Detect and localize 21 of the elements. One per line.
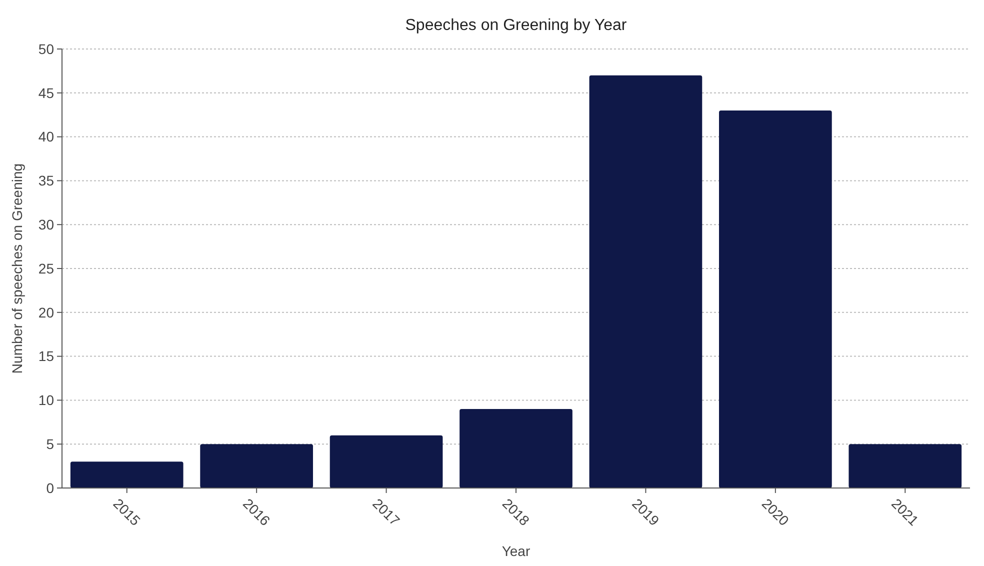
y-tick-label: 45 xyxy=(38,84,54,101)
bar xyxy=(330,435,443,488)
x-axis-title: Year xyxy=(502,543,530,559)
bar xyxy=(589,75,702,488)
bar xyxy=(719,110,832,488)
y-tick-label: 25 xyxy=(38,260,54,276)
y-tick-label: 5 xyxy=(46,436,54,452)
y-tick-label: 35 xyxy=(38,172,54,189)
bar xyxy=(460,408,572,488)
y-tick-label: 0 xyxy=(46,480,54,496)
chart-title: Speeches on Greening by Year xyxy=(405,17,628,34)
y-tick-label: 15 xyxy=(38,348,54,364)
y-tick-label: 20 xyxy=(38,304,54,320)
y-axis-title: Number of speeches on Greening xyxy=(9,163,25,374)
y-tick-label: 50 xyxy=(38,40,54,57)
bar xyxy=(848,444,962,488)
bar xyxy=(200,444,313,488)
y-tick-label: 10 xyxy=(38,392,54,408)
y-tick-label: 30 xyxy=(38,216,54,232)
bar xyxy=(70,462,184,488)
y-tick-label: 40 xyxy=(38,128,54,145)
